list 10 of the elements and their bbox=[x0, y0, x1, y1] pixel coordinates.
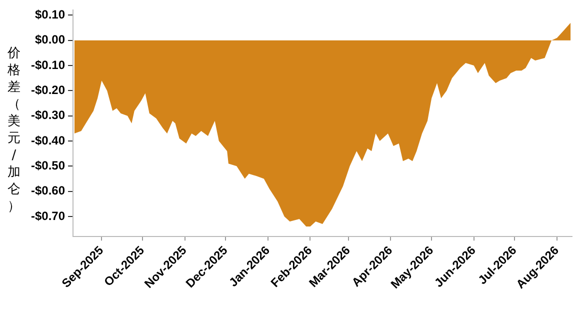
y-tick-label: -$0.50 bbox=[30, 158, 66, 172]
y-tick-label: -$0.70 bbox=[30, 208, 66, 223]
y-tick-label: -$0.60 bbox=[30, 184, 66, 198]
y-tick-label: -$0.30 bbox=[30, 108, 66, 122]
y-tick-label: -$0.40 bbox=[30, 133, 66, 148]
y-tick-label: $0.00 bbox=[34, 32, 66, 47]
y-tick-label: -$0.20 bbox=[30, 83, 66, 98]
text: 价格差（美元/加仑） bbox=[8, 46, 20, 214]
y-tick-label: -$0.10 bbox=[30, 58, 66, 72]
y-tick-label: $0.10 bbox=[34, 8, 66, 22]
